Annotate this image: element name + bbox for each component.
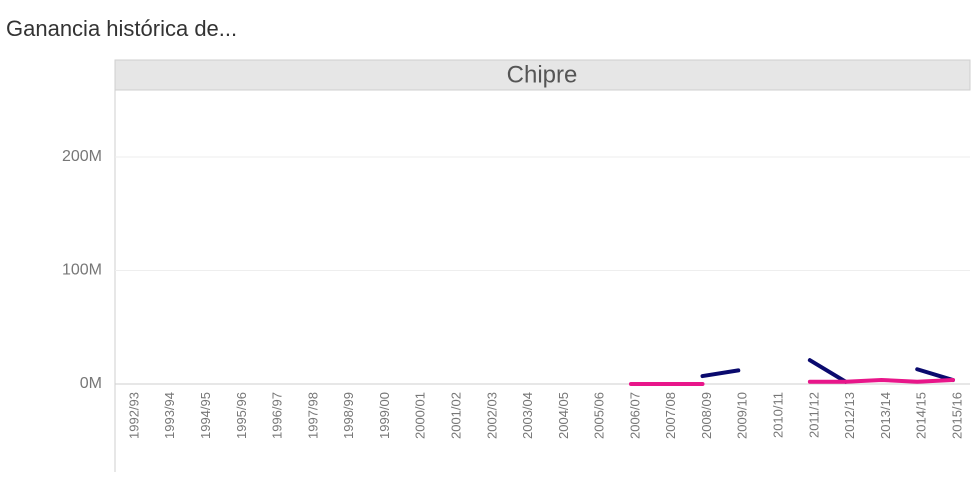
x-tick-label: 1996/97 [270,392,285,439]
x-tick-label: 2010/11 [771,392,786,438]
x-tick-label: 2000/01 [413,392,428,439]
x-tick-label: 1992/93 [126,392,141,439]
x-tick-label: 2005/06 [592,392,607,439]
x-tick-label: 1999/00 [377,392,392,439]
x-tick-label: 1994/95 [198,392,213,439]
x-tick-label: 2007/08 [663,392,678,439]
x-tick-label: 1995/96 [234,392,249,439]
x-tick-label: 2003/04 [520,392,535,439]
y-tick-label: 100M [62,262,102,279]
x-tick-label: 1997/98 [305,392,320,439]
x-tick-label: 2008/09 [699,392,714,439]
y-tick-label: 200M [62,148,102,165]
panel-title: Chipre [507,61,578,88]
x-tick-label: 2006/07 [627,392,642,439]
x-tick-label: 2002/03 [484,392,499,439]
y-tick-label: 0M [80,375,102,392]
x-tick-label: 2013/14 [878,392,893,439]
series-line [628,378,955,386]
x-tick-label: 2014/15 [914,392,929,439]
chart-title: Ganancia histórica de... [6,16,237,41]
x-tick-label: 1998/99 [341,392,356,439]
panel-header [114,59,971,91]
x-tick-label: 2004/05 [556,392,571,439]
x-tick-label: 2012/13 [842,392,857,439]
x-tick-label: 2015/16 [949,392,964,439]
series-line [700,358,955,384]
x-tick-label: 1993/94 [162,392,177,439]
x-tick-label: 2001/02 [448,392,463,439]
x-tick-label: 2009/10 [735,392,750,439]
x-tick-label: 2011/12 [806,392,821,438]
